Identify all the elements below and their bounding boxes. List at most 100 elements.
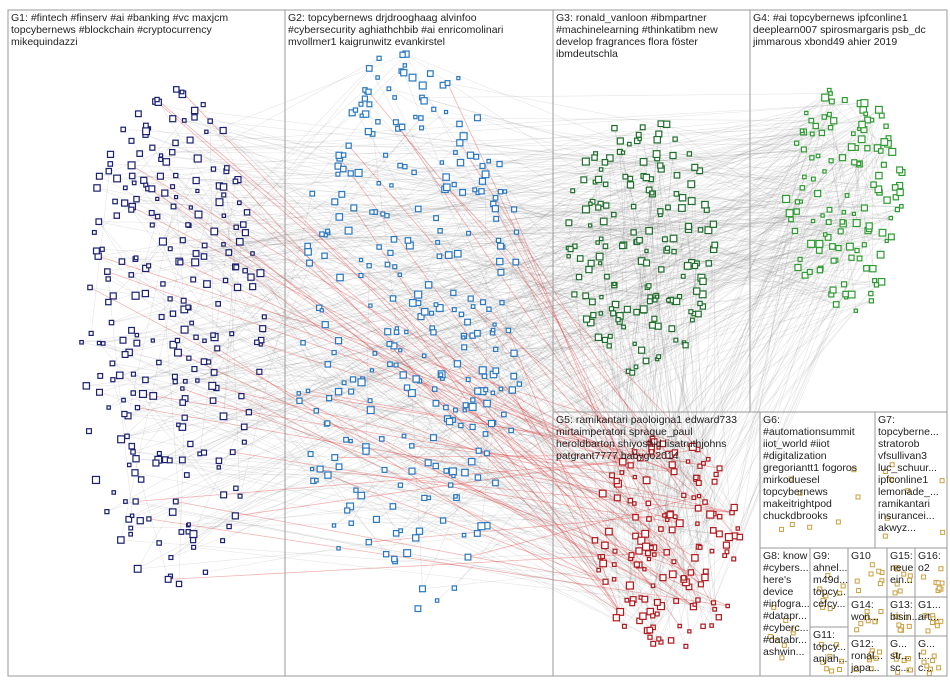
edge	[145, 178, 652, 381]
edge	[236, 180, 420, 382]
edge	[436, 221, 843, 601]
node	[930, 658, 936, 664]
edge	[830, 160, 843, 222]
node	[121, 397, 126, 403]
edge	[131, 140, 317, 411]
node	[380, 211, 386, 217]
edge	[485, 433, 636, 518]
node	[705, 260, 713, 267]
node	[856, 161, 862, 167]
edge	[129, 234, 326, 353]
node	[304, 242, 311, 250]
node	[100, 341, 106, 346]
node	[365, 538, 373, 546]
node	[687, 629, 692, 634]
node	[195, 188, 200, 194]
node	[854, 247, 860, 254]
node	[814, 189, 822, 198]
edge	[652, 211, 797, 644]
node	[239, 221, 247, 228]
node	[921, 649, 927, 655]
node	[478, 366, 487, 375]
node	[639, 612, 647, 620]
edge	[660, 577, 684, 643]
node	[706, 510, 715, 519]
edge	[369, 132, 822, 267]
edge	[484, 376, 738, 529]
node	[830, 117, 838, 125]
node	[673, 337, 679, 343]
edge	[702, 129, 865, 295]
node	[443, 109, 449, 115]
edge-highlight	[472, 306, 706, 503]
edge	[334, 201, 733, 513]
node	[141, 289, 150, 298]
node	[646, 516, 652, 522]
node	[134, 110, 142, 118]
node	[929, 620, 935, 626]
node	[619, 470, 625, 475]
node	[680, 273, 686, 279]
node	[653, 135, 662, 144]
node	[238, 393, 245, 400]
node	[190, 106, 199, 115]
node	[105, 276, 111, 282]
edge	[261, 236, 892, 341]
group-label: mikequindazzi	[11, 36, 78, 48]
edge	[853, 162, 877, 285]
edge-highlight	[440, 374, 631, 466]
node	[825, 219, 832, 225]
node	[439, 517, 447, 524]
edge	[155, 184, 631, 464]
edge	[214, 231, 329, 234]
node	[399, 51, 406, 58]
edge	[338, 155, 720, 535]
node	[424, 281, 433, 289]
node	[774, 638, 780, 644]
edge	[470, 143, 630, 156]
edge	[235, 213, 854, 268]
edge	[590, 129, 865, 323]
group-label: luc_schuur...	[878, 462, 937, 474]
node	[935, 580, 941, 586]
edge	[726, 114, 830, 546]
node	[95, 218, 103, 226]
node	[623, 305, 631, 313]
node	[691, 262, 699, 270]
edge	[132, 451, 740, 538]
edge	[702, 293, 846, 627]
group-label: mirtaimperatori sprague_paul	[556, 426, 693, 438]
node	[389, 183, 394, 188]
edge	[120, 539, 686, 583]
node	[587, 259, 595, 267]
node	[906, 623, 912, 629]
node	[828, 98, 835, 105]
node	[671, 559, 677, 565]
edge	[477, 206, 902, 478]
edge	[676, 193, 715, 610]
edge-highlight	[504, 191, 646, 534]
node	[191, 114, 198, 121]
node	[642, 476, 651, 485]
edge	[186, 472, 622, 476]
edge	[424, 211, 797, 357]
node	[669, 151, 677, 160]
node	[673, 171, 681, 179]
group-label: topcy...	[813, 586, 846, 598]
edge	[592, 113, 866, 203]
edge	[98, 221, 689, 230]
node	[133, 255, 139, 261]
node	[888, 476, 894, 482]
node	[877, 277, 886, 286]
node	[704, 226, 713, 235]
node	[855, 494, 861, 500]
edge	[492, 332, 599, 571]
node	[216, 465, 222, 470]
edge	[397, 128, 640, 241]
node	[869, 562, 875, 568]
edge	[231, 333, 699, 601]
node	[412, 375, 420, 383]
node	[376, 55, 382, 61]
node	[193, 334, 199, 341]
node	[899, 204, 904, 209]
